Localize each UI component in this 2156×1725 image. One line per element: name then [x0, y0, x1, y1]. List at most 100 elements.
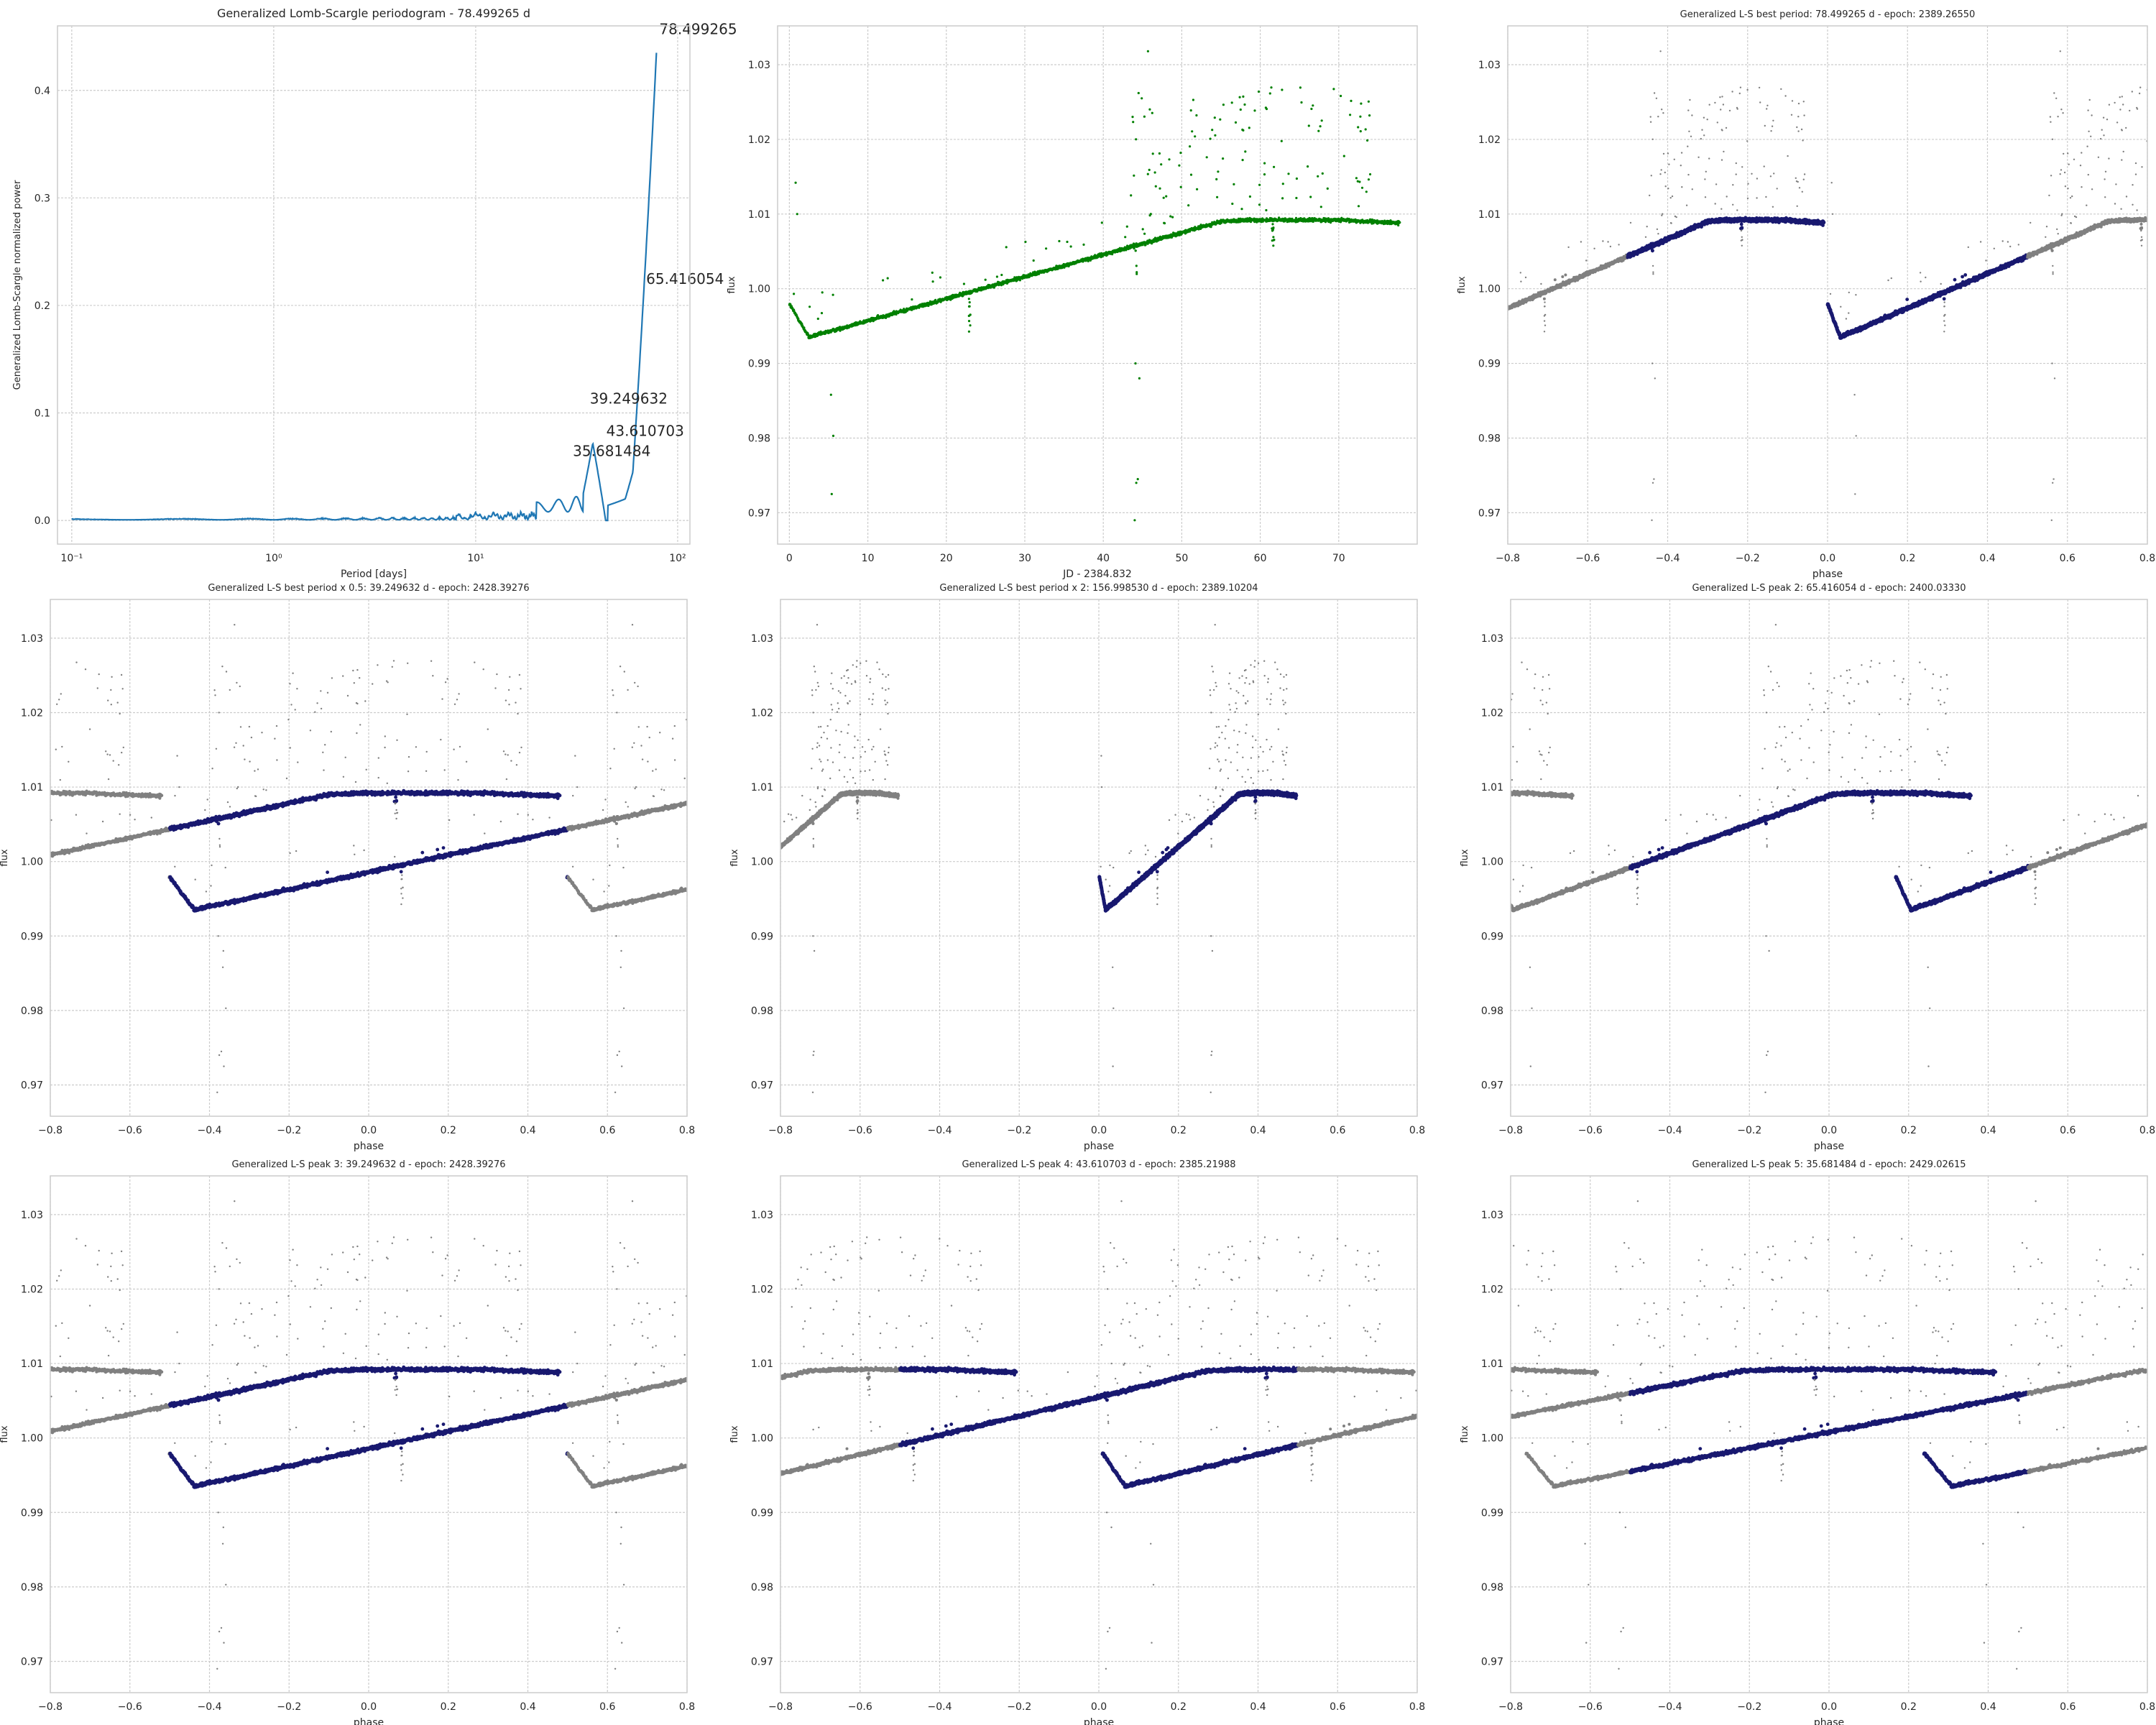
- lightcurve-point: [1272, 226, 1275, 229]
- lightcurve-point: [1136, 478, 1139, 481]
- lightcurve-point: [1158, 152, 1161, 155]
- lightcurve-point: [1299, 86, 1302, 89]
- x-tick-label: 0.2: [1899, 553, 1915, 564]
- y-tick-label: 0.98: [1478, 433, 1501, 444]
- y-tick-label: 0.2: [34, 300, 50, 312]
- lightcurve-point: [1320, 119, 1323, 122]
- x-axis-label: Period [days]: [341, 569, 407, 580]
- lightcurve-point: [1295, 196, 1298, 200]
- lightcurve-point: [984, 278, 987, 281]
- lightcurve-point: [1397, 224, 1400, 227]
- lightcurve-point: [1234, 121, 1238, 124]
- lightcurve-point: [1169, 215, 1172, 218]
- lightcurve-point: [1134, 362, 1137, 365]
- y-tick-label: 0.0: [34, 515, 50, 527]
- lightcurve-point: [1217, 170, 1220, 173]
- lightcurve-point: [1215, 178, 1218, 180]
- x-tick-label: 70: [1332, 553, 1345, 564]
- lightcurve-point: [1258, 203, 1261, 206]
- lightcurve-point: [967, 292, 969, 295]
- lightcurve-point: [1364, 128, 1367, 131]
- x-tick-label: 0.6: [2060, 553, 2076, 564]
- lightcurve-point: [1271, 229, 1274, 232]
- lightcurve-point: [1268, 92, 1271, 95]
- lightcurve-point: [1281, 88, 1284, 91]
- lightcurve-point: [1158, 187, 1161, 190]
- lightcurve-point: [1349, 114, 1352, 116]
- lightcurve-point: [1367, 100, 1370, 103]
- peak-annotation: 65.416054: [646, 270, 724, 288]
- lightcurve-point: [962, 294, 964, 298]
- lightcurve-point: [1271, 223, 1274, 226]
- lightcurve-point: [1365, 190, 1368, 193]
- lightcurve-point: [1213, 116, 1216, 119]
- lightcurve-point: [1125, 225, 1128, 228]
- lightcurve-point: [797, 318, 800, 321]
- x-tick-label: 50: [1175, 553, 1188, 564]
- data-layer: [1508, 50, 2147, 521]
- lightcurve-point: [1350, 99, 1353, 102]
- subplot-title: Generalized Lomb-Scargle periodogram - 7…: [217, 6, 530, 20]
- lightcurve-point: [1135, 482, 1138, 484]
- x-tick-label: −0.8: [1496, 553, 1520, 564]
- lightcurve-point: [1205, 156, 1208, 159]
- lightcurve-point: [1149, 213, 1152, 216]
- lightcurve-point: [1357, 126, 1360, 129]
- subplot-1: 10⁻¹ 10⁰ 10¹ 10²0.00.10.20.30.478.49926565.…: [12, 6, 737, 580]
- lightcurve-point: [1209, 137, 1212, 140]
- lightcurve-point: [1146, 172, 1149, 175]
- lightcurve-point: [1241, 128, 1244, 132]
- lightcurve-point: [1332, 88, 1335, 91]
- lightcurve-point: [1222, 104, 1225, 106]
- lightcurve-point: [1154, 185, 1157, 188]
- lightcurve-point: [1151, 152, 1154, 155]
- lightcurve-point: [882, 279, 885, 282]
- lightcurve-point: [895, 313, 898, 316]
- x-tick-label: 10: [862, 553, 875, 564]
- lightcurve-point: [1263, 162, 1266, 165]
- lightcurve-point: [1082, 243, 1085, 246]
- x-tick-label: 10⁰: [265, 553, 282, 564]
- y-axis-label: flux: [727, 276, 737, 293]
- lightcurve-point: [1272, 236, 1275, 239]
- lightcurve-point: [1317, 129, 1320, 132]
- lightcurve-point: [820, 312, 824, 315]
- lightcurve-point: [1238, 96, 1241, 98]
- y-tick-label: 0.97: [1478, 507, 1501, 519]
- lightcurve-point: [1135, 245, 1138, 248]
- x-tick-label: 40: [1097, 553, 1110, 564]
- lightcurve-point: [1248, 126, 1250, 129]
- y-tick-label: 1.01: [748, 209, 770, 221]
- lightcurve-point: [1143, 232, 1146, 235]
- lightcurve-point: [1058, 239, 1061, 243]
- lightcurve-point: [1272, 244, 1275, 247]
- lightcurve-point: [1133, 519, 1136, 522]
- y-tick-label: 0.1: [34, 408, 50, 420]
- lightcurve-point: [1141, 228, 1144, 231]
- lightcurve-point: [821, 291, 824, 294]
- lightcurve-point: [1196, 188, 1199, 190]
- x-tick-label: −0.2: [1736, 553, 1760, 564]
- lightcurve-point: [1000, 284, 1003, 287]
- lightcurve-point: [1357, 205, 1360, 208]
- y-tick-label: 1.02: [748, 134, 770, 146]
- lightcurve-point: [1257, 90, 1261, 93]
- y-tick-label: 0.3: [34, 193, 50, 204]
- y-tick-label: 1.00: [1478, 284, 1501, 295]
- lightcurve-point: [1312, 104, 1314, 107]
- lightcurve-point: [931, 280, 934, 283]
- subplot-2: 0 10 20 30 40 50 60 700.970.980.991.001.011.021…: [727, 25, 1418, 580]
- lightcurve-point: [1281, 183, 1284, 185]
- lightcurve-point: [829, 393, 832, 396]
- lightcurve-point: [1135, 271, 1138, 274]
- x-tick-label: 0.4: [1979, 553, 1995, 564]
- lightcurve-point: [1309, 196, 1312, 198]
- lightcurve-point: [1241, 159, 1244, 162]
- lightcurve-point: [1162, 196, 1165, 199]
- plot-area: [57, 26, 690, 544]
- lightcurve-point: [1258, 183, 1261, 186]
- lightcurve-point: [1135, 138, 1138, 141]
- lightcurve-point: [1319, 125, 1322, 128]
- lightcurve-point: [968, 301, 971, 304]
